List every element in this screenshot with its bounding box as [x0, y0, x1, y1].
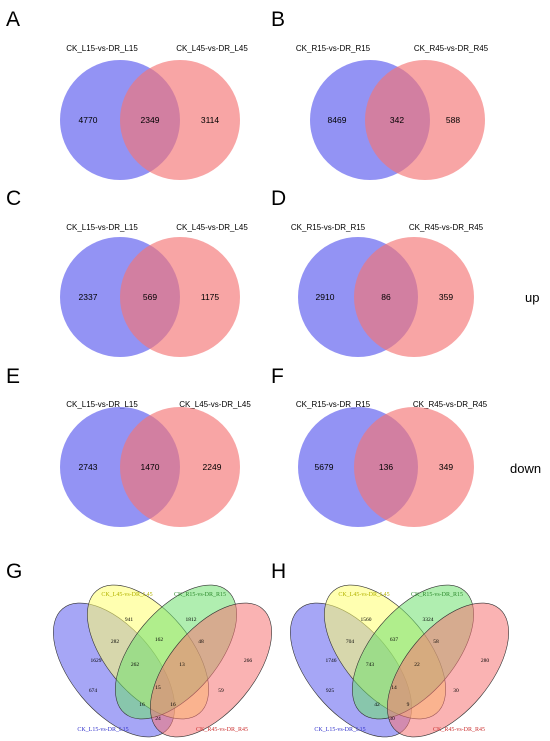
- set-label-left: CK_L15-vs-DR_L15: [66, 223, 138, 232]
- set-label-green: CK_R15-vs-DR_R15: [174, 592, 226, 598]
- count-blue-green: 674: [89, 688, 98, 694]
- set-label-right: CK_L45-vs-DR_L45: [179, 400, 251, 409]
- set-label-red: CK_R45-vs-DR_R45: [433, 727, 485, 733]
- count-yellow-only: 941: [125, 617, 134, 623]
- count-yellow-red: 30: [453, 688, 459, 694]
- set-label-left: CK_R15-vs-DR_R15: [296, 44, 371, 53]
- panel-letter-g: G: [6, 560, 22, 583]
- set-label-right: CK_R45-vs-DR_R45: [409, 223, 484, 232]
- set-label-right: CK_R45-vs-DR_R45: [414, 44, 489, 53]
- count-left-only: 2910: [316, 292, 335, 302]
- set-label-left: CK_R15-vs-DR_R15: [296, 400, 371, 409]
- set-circle-right: [365, 60, 485, 180]
- set-label-left: CK_L15-vs-DR_L15: [66, 44, 138, 53]
- count-blue-yellow-green: 743: [366, 662, 375, 668]
- panel-letter-a: A: [6, 8, 20, 31]
- set-circle-right: [354, 237, 474, 357]
- set-label-left: CK_R15-vs-DR_R15: [291, 223, 366, 232]
- count-both: 342: [390, 115, 404, 125]
- count-both: 2349: [141, 115, 160, 125]
- count-right-only: 359: [439, 292, 453, 302]
- count-right-only: 349: [439, 462, 453, 472]
- count-green-only: 3324: [423, 617, 434, 623]
- panel-letter-c: C: [6, 187, 21, 210]
- panel-d: D CK_R15-vs-DR_R15 CK_R45-vs-DR_R45 2910…: [271, 187, 539, 357]
- set-circle-right: [120, 407, 240, 527]
- set-label-yellow: CK_L45-vs-DR_L45: [101, 592, 152, 598]
- set-label-red: CK_R45-vs-DR_R45: [196, 727, 248, 733]
- count-yellow-only: 1560: [361, 617, 372, 623]
- count-both: 1470: [141, 462, 160, 472]
- count-both: 136: [379, 462, 393, 472]
- count-blue-green-red: 16: [139, 702, 145, 708]
- count-left-only: 5679: [315, 462, 334, 472]
- panel-letter-d: D: [271, 187, 286, 210]
- count-blue-yellow-green: 262: [131, 662, 140, 668]
- set-label-right: CK_L45-vs-DR_L45: [176, 223, 248, 232]
- count-both: 86: [381, 292, 391, 302]
- down-label: down: [510, 461, 541, 476]
- panel-letter-h: H: [271, 560, 286, 583]
- panel-c: C CK_L15-vs-DR_L15 CK_L45-vs-DR_L45 2337…: [6, 187, 248, 357]
- set-ellipse-red: [387, 602, 509, 738]
- count-green-only: 1812: [186, 617, 197, 623]
- count-right-only: 3114: [201, 115, 220, 125]
- count-red-only: 266: [244, 658, 253, 664]
- panel-e: E CK_L15-vs-DR_L15 CK_L45-vs-DR_L45 2743…: [6, 365, 251, 527]
- panel-g: G CK_L45-vs-DR_L45 CK_R15-vs-DR_R15 CK_L…: [6, 560, 272, 738]
- panel-letter-f: F: [271, 365, 284, 388]
- count-left-only: 2337: [79, 292, 98, 302]
- count-blue-green-red: 42: [374, 702, 380, 708]
- set-circle-right: [354, 407, 474, 527]
- count-blue-red: 30: [389, 716, 395, 722]
- count-blue-yellow-red: 9: [407, 702, 410, 708]
- set-label-blue: CK_L15-vs-DR_L15: [77, 727, 128, 733]
- panel-letter-b: B: [271, 8, 285, 31]
- venn4-ellipses: [290, 584, 509, 738]
- count-blue-yellow-red: 16: [170, 702, 176, 708]
- venn4-ellipses: [53, 584, 272, 738]
- set-label-right: CK_L45-vs-DR_L45: [176, 44, 248, 53]
- set-label-left: CK_L15-vs-DR_L15: [66, 400, 138, 409]
- count-blue-only: 1746: [326, 658, 337, 664]
- count-yellow-red: 59: [218, 688, 224, 694]
- count-left-only: 2743: [79, 462, 98, 472]
- count-blue-red: 24: [155, 716, 161, 722]
- count-yellow-green-red: 13: [179, 662, 185, 668]
- up-label: up: [525, 290, 539, 305]
- panel-h: H CK_L45-vs-DR_L45 CK_R15-vs-DR_R15 CK_L…: [271, 560, 509, 738]
- set-label-green: CK_R15-vs-DR_R15: [411, 592, 463, 598]
- count-blue-yellow: 704: [346, 639, 355, 645]
- count-yellow-green: 162: [155, 637, 164, 643]
- set-label-blue: CK_L15-vs-DR_L15: [314, 727, 365, 733]
- count-yellow-green: 637: [390, 637, 399, 643]
- count-blue-yellow: 282: [111, 639, 120, 645]
- count-green-red: 48: [198, 639, 204, 645]
- set-label-right: CK_R45-vs-DR_R45: [413, 400, 488, 409]
- set-label-yellow: CK_L45-vs-DR_L45: [338, 592, 389, 598]
- count-left-only: 4770: [79, 115, 98, 125]
- count-yellow-green-red: 22: [414, 662, 420, 668]
- count-blue-only: 1629: [91, 658, 102, 664]
- set-ellipse-red: [150, 602, 272, 738]
- count-green-red: 58: [433, 639, 439, 645]
- panel-a: A CK_L15-vs-DR_L15 CK_L45-vs-DR_L45 4770…: [6, 8, 248, 180]
- count-blue-green: 925: [326, 688, 335, 694]
- count-right-only: 1175: [201, 292, 220, 302]
- count-right-only: 588: [446, 115, 460, 125]
- panel-letter-e: E: [6, 365, 20, 388]
- count-all: 14: [391, 685, 397, 691]
- panel-b: B CK_R15-vs-DR_R15 CK_R45-vs-DR_R45 8469…: [271, 8, 489, 180]
- count-left-only: 8469: [328, 115, 347, 125]
- set-circle-right: [120, 60, 240, 180]
- count-all: 15: [155, 685, 161, 691]
- count-red-only: 280: [481, 658, 490, 664]
- count-both: 569: [143, 292, 157, 302]
- set-circle-right: [120, 237, 240, 357]
- count-right-only: 2249: [203, 462, 222, 472]
- panel-f: F CK_R15-vs-DR_R15 CK_R45-vs-DR_R45 5679…: [271, 365, 541, 527]
